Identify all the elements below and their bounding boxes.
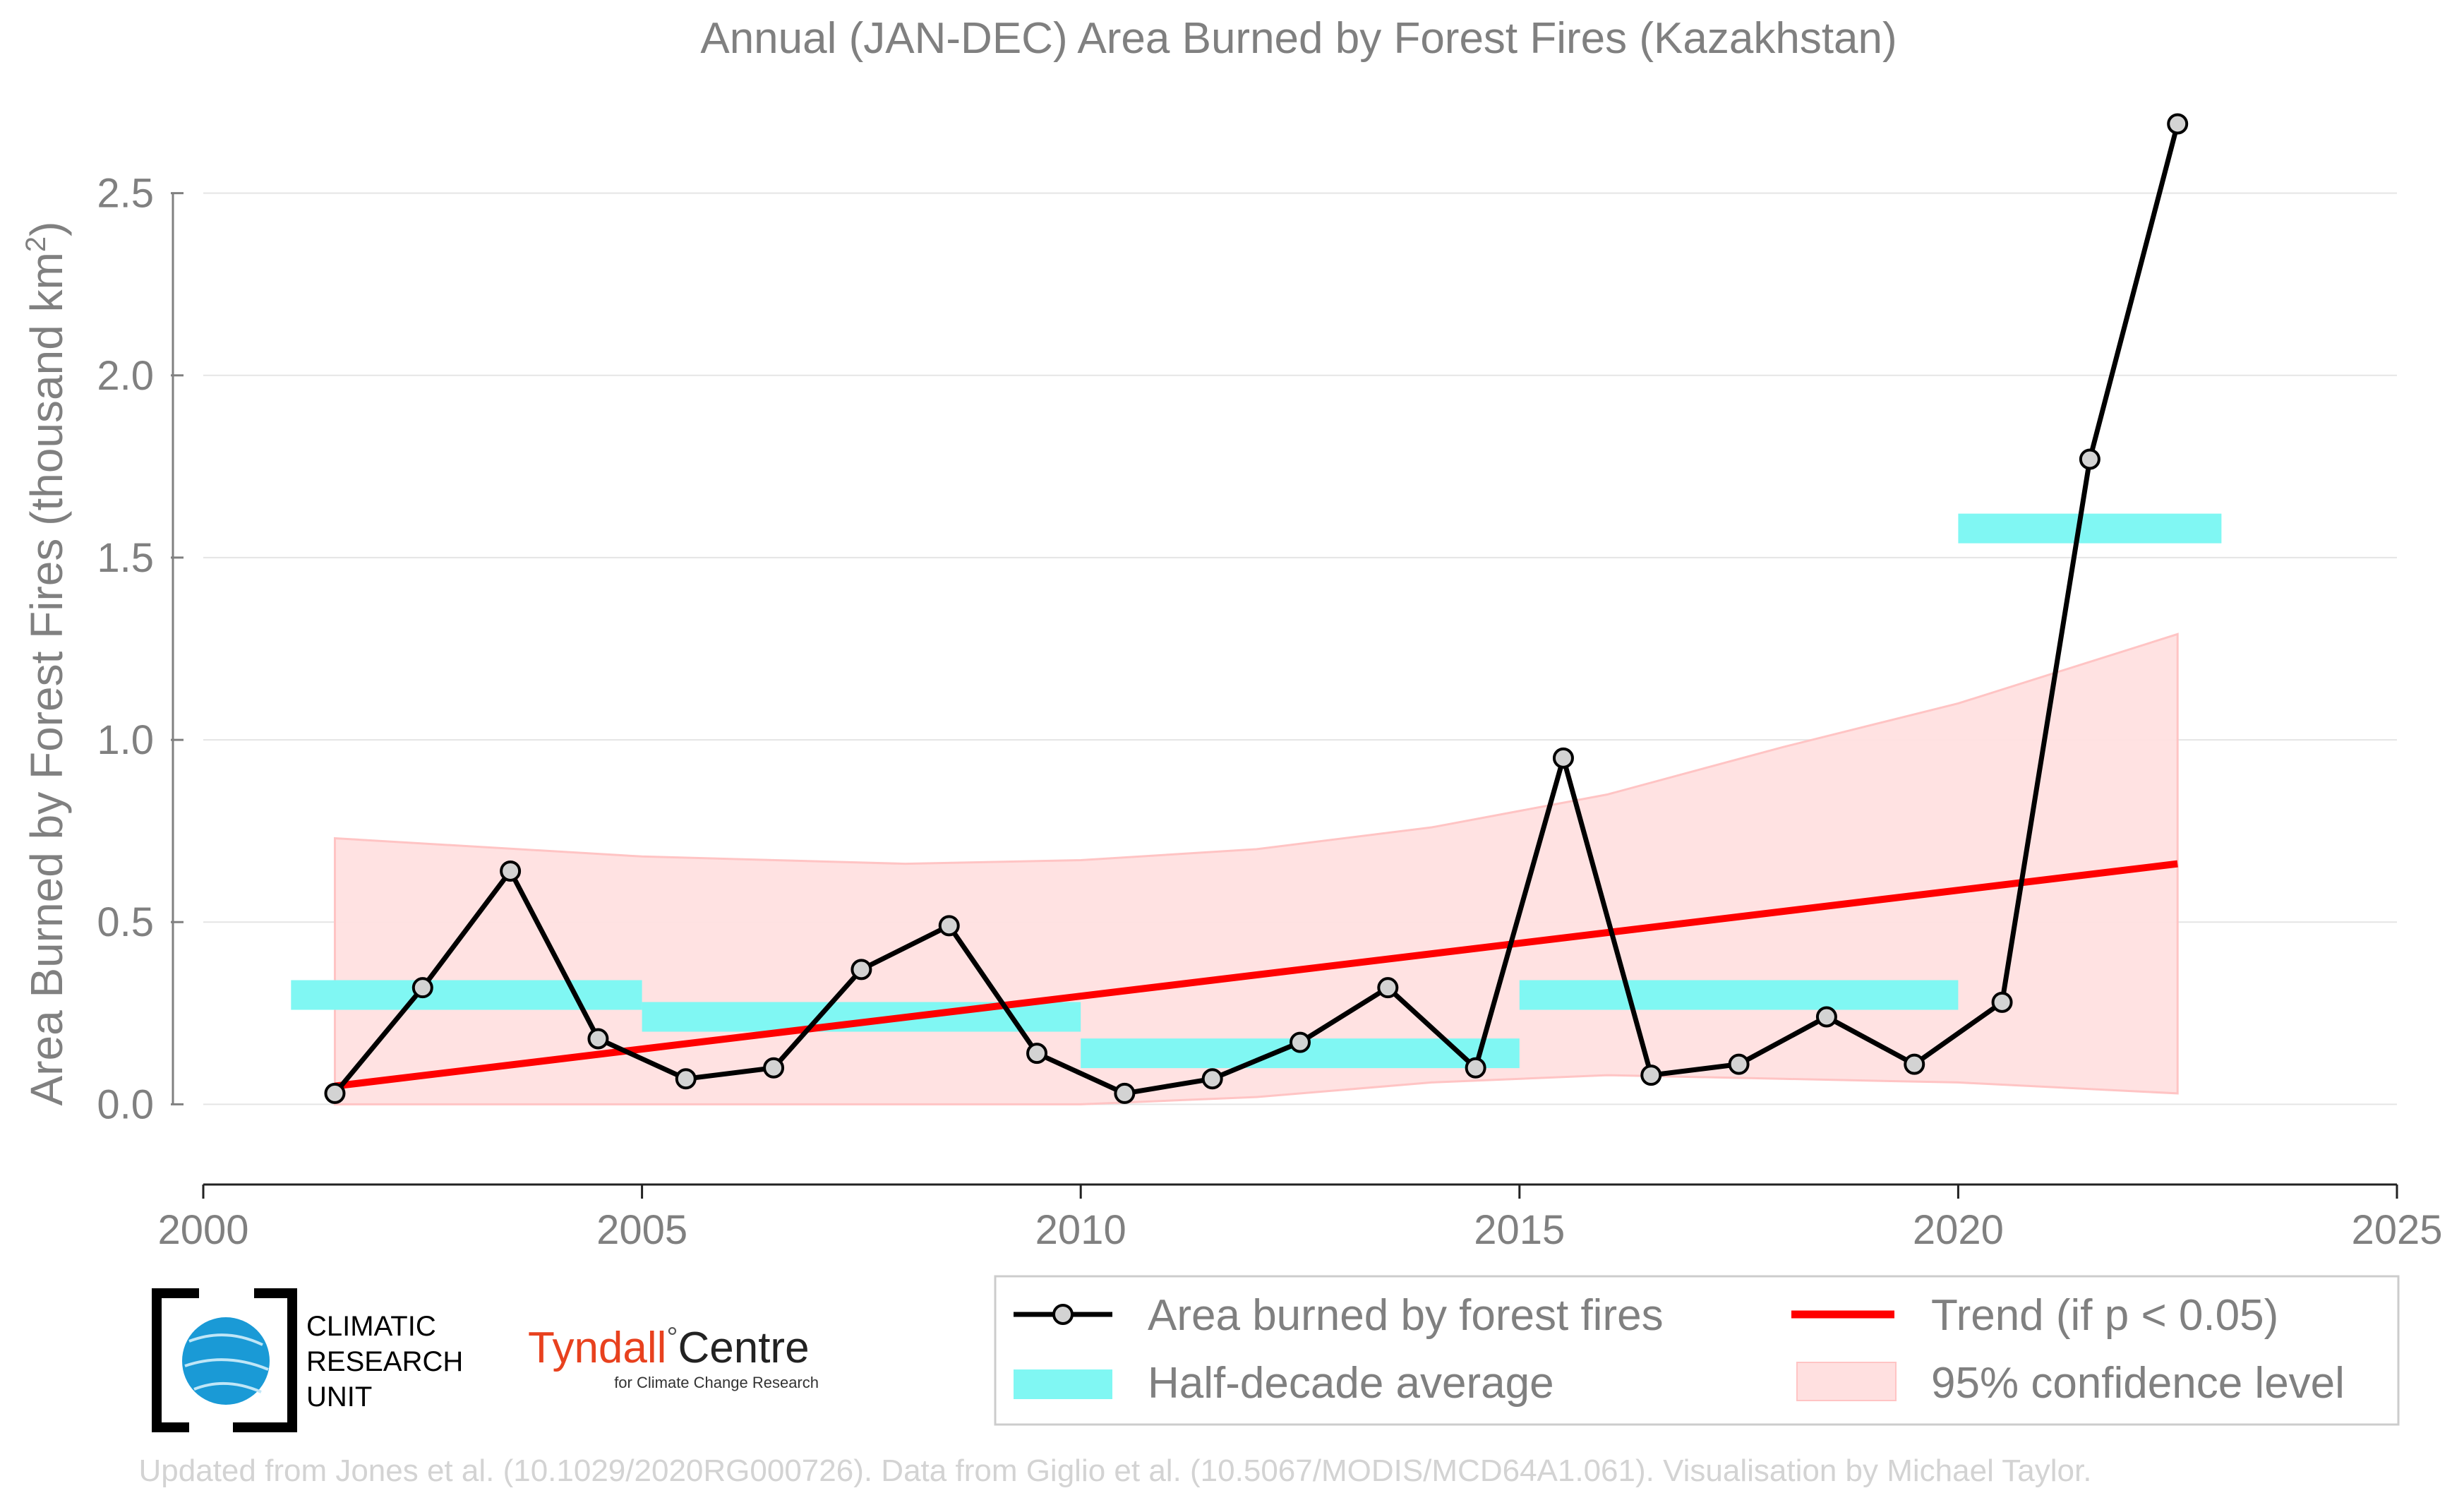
- data-point: [411, 977, 433, 999]
- cru-logo-line-1: CLIMATIC: [306, 1311, 436, 1342]
- tyndall-logo: Tyndall°Centre for Climate Change Resear…: [528, 1322, 819, 1391]
- x-tick-label: 2010: [1035, 1207, 1126, 1253]
- data-point: [1904, 1053, 1925, 1075]
- half-decade-bar-4: [1958, 513, 2222, 544]
- data-point: [675, 1068, 697, 1090]
- data-point: [2079, 448, 2101, 470]
- data-point: [1552, 747, 1574, 769]
- y-axis: 0.0 0.5 1.0 1.5 2.0 2.5: [97, 171, 184, 1127]
- data-point: [1114, 1082, 1136, 1104]
- cru-logo-bracket-right: [233, 1288, 297, 1432]
- cru-logo-bracket-left: [152, 1288, 199, 1432]
- legend-label-area-burned: Area burned by forest fires: [1148, 1291, 1664, 1340]
- data-point: [1377, 977, 1399, 999]
- y-tick-label: 1.5: [97, 535, 154, 581]
- data-point: [587, 1028, 609, 1050]
- data-point: [1201, 1068, 1223, 1090]
- y-tick-label: 2.5: [97, 171, 154, 217]
- cru-logo-line-3: UNIT: [306, 1381, 372, 1413]
- data-point: [1728, 1053, 1750, 1075]
- cru-logo-line-2: RESEARCH: [306, 1346, 463, 1377]
- data-point: [500, 860, 522, 882]
- legend-swatch-confidence: [1796, 1362, 1897, 1401]
- data-point: [1026, 1043, 1048, 1065]
- y-tick-label: 1.0: [97, 717, 154, 763]
- data-point: [938, 915, 960, 937]
- y-tick-label: 0.5: [97, 899, 154, 945]
- y-tick-label: 2.0: [97, 353, 154, 399]
- data-point: [851, 959, 872, 981]
- x-tick-label: 2025: [2351, 1207, 2442, 1253]
- x-tick-label: 2005: [596, 1207, 687, 1253]
- series-line: [332, 123, 2180, 1096]
- chart-title: Annual (JAN-DEC) Area Burned by Forest F…: [700, 14, 1897, 63]
- credit-line: Updated from Jones et al. (10.1029/2020R…: [139, 1453, 2092, 1488]
- data-point: [2167, 113, 2189, 135]
- data-point: [324, 1082, 346, 1104]
- tyndall-logo-wordmark: Tyndall°Centre: [528, 1322, 810, 1372]
- tyndall-logo-subtitle: for Climate Change Research: [614, 1374, 819, 1391]
- data-point: [1290, 1031, 1311, 1053]
- data-point: [1815, 1006, 1837, 1028]
- legend-frame: [994, 1275, 2400, 1426]
- confidence-band: [333, 632, 2179, 1105]
- y-tick-label: 0.0: [97, 1081, 154, 1127]
- half-decade-bar-0: [291, 980, 642, 1010]
- legend-swatch-half-decade: [1014, 1369, 1112, 1399]
- data-point: [763, 1057, 785, 1079]
- legend-label-confidence: 95% confidence level: [1931, 1359, 2345, 1408]
- legend-label-half-decade: Half-decade average: [1148, 1359, 1554, 1408]
- trend-line: [334, 860, 2178, 1090]
- legend-marker-area-burned: [1052, 1304, 1074, 1325]
- legend-label-trend: Trend (if p < 0.05): [1931, 1291, 2278, 1340]
- confidence-band-area: [333, 632, 2179, 1105]
- cru-logo: CLIMATIC RESEARCH UNIT: [152, 1288, 463, 1432]
- trend-line-segment: [334, 860, 2178, 1090]
- x-tick-label: 2000: [157, 1207, 248, 1253]
- x-tick-label: 2020: [1913, 1207, 2004, 1253]
- y-axis-label: Area Burned by Forest Fires (thousand km…: [20, 222, 72, 1106]
- data-point: [1465, 1057, 1486, 1079]
- half-decade-bar-3: [1519, 980, 1959, 1010]
- data-point: [1640, 1065, 1662, 1086]
- globe-icon-lines: [184, 1333, 269, 1393]
- x-tick-label: 2015: [1474, 1207, 1565, 1253]
- legend: Area burned by forest fires Trend (if p …: [994, 1275, 2400, 1426]
- burned-area-series: [324, 113, 2189, 1104]
- data-point: [1991, 991, 2013, 1013]
- x-axis: 2000 2005 2010 2015 2020 2025: [157, 1183, 2443, 1253]
